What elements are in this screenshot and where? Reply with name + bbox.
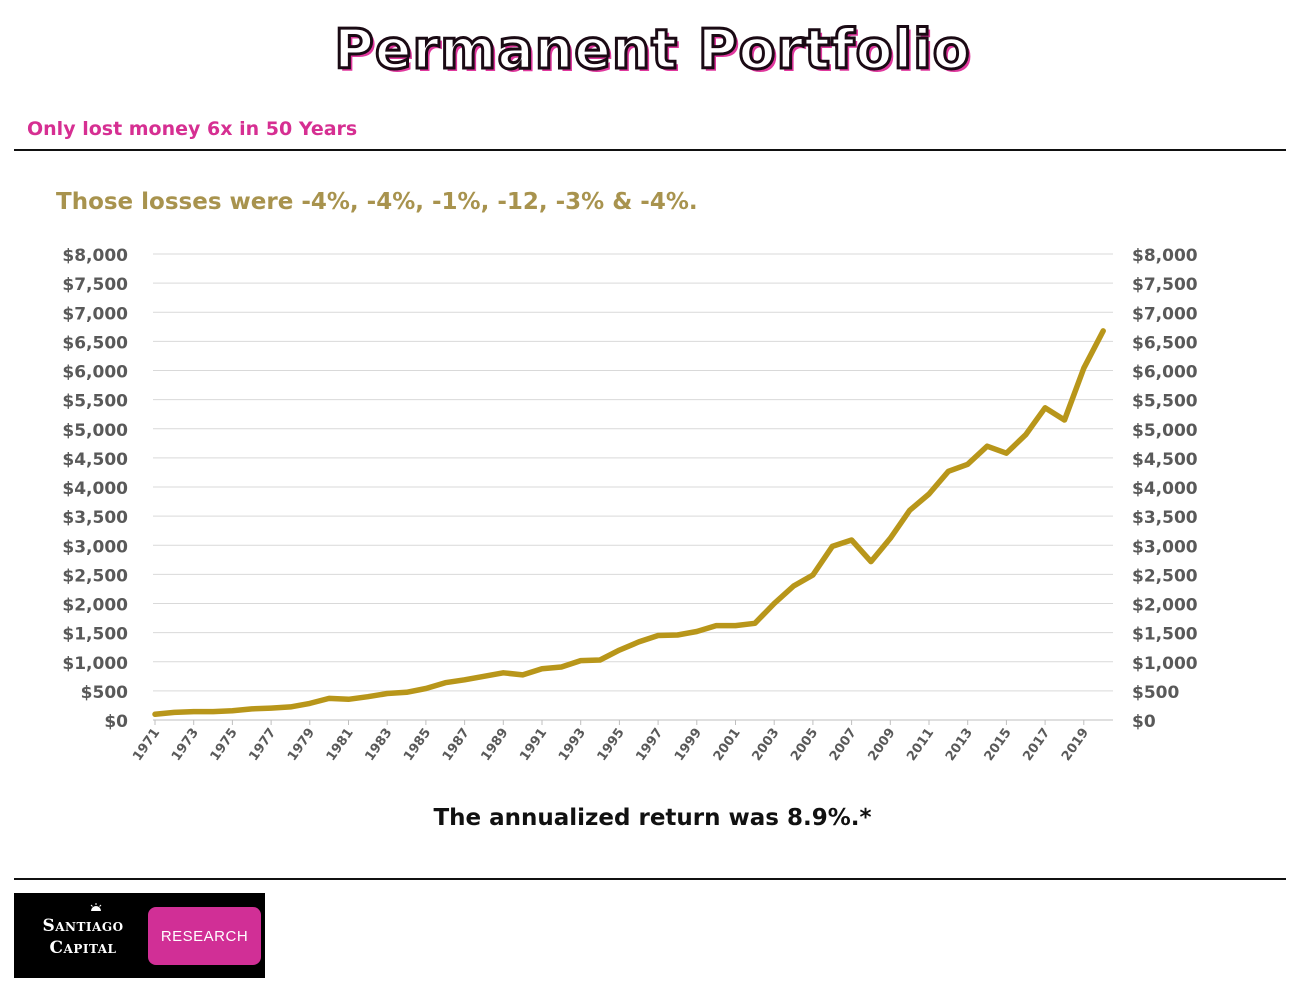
y-tick-label-left: $6,500 — [62, 333, 128, 353]
x-tick-label: 2017 — [1020, 726, 1053, 764]
y-tick-label-left: $7,000 — [62, 304, 128, 324]
x-tick-label: 1997 — [633, 726, 666, 764]
x-tick-label: 1999 — [672, 726, 705, 764]
logo-wordmark: Santiago Capital — [18, 915, 148, 959]
logo-line-2: Capital — [49, 938, 117, 958]
y-tick-label-right: $8,000 — [1132, 246, 1198, 266]
x-tick-label: 2003 — [749, 726, 782, 764]
y-tick-label-right: $1,000 — [1132, 654, 1198, 674]
x-tick-label: 2005 — [788, 726, 821, 764]
y-tick-label-left: $8,000 — [62, 246, 128, 266]
y-tick-label-right: $3,500 — [1132, 508, 1198, 528]
y-tick-label-left: $7,500 — [62, 275, 128, 295]
x-tick-label: 1983 — [362, 726, 395, 764]
page-title: Permanent Portfolio — [333, 17, 972, 83]
logo-line-1: Santiago — [42, 916, 124, 936]
line-chart: $0 $500 $1,000 $1,500 $2,000 $2,500 $3,000 $3,5… — [62, 246, 1198, 764]
y-tick-label-left: $4,000 — [62, 479, 128, 499]
y-tick-label-right: $4,500 — [1132, 450, 1198, 470]
x-tick-label: 1993 — [556, 726, 589, 764]
y-tick-label-right: $2,500 — [1132, 566, 1198, 586]
top-divider — [14, 149, 1286, 151]
x-tick-label: 2013 — [943, 726, 976, 764]
y-tick-label-right: $7,500 — [1132, 275, 1198, 295]
losses-annotation: Those losses were -4%, -4%, -1%, -12, -3… — [56, 189, 698, 215]
y-tick-label-right: $500 — [1132, 683, 1179, 703]
y-tick-label-right: $2,000 — [1132, 596, 1198, 616]
y-tick-label-right: $5,000 — [1132, 421, 1198, 441]
y-tick-label-left: $6,000 — [62, 363, 128, 383]
x-tick-label: 1975 — [208, 726, 241, 764]
annualized-return-note: The annualized return was 8.9%.* — [433, 805, 872, 831]
y-tick-label-right: $4,000 — [1132, 479, 1198, 499]
y-tick-label-left: $1,000 — [62, 654, 128, 674]
x-tick-label: 2001 — [711, 726, 744, 764]
y-tick-label-left: $3,000 — [62, 537, 128, 557]
x-tick-label: 1973 — [169, 726, 202, 764]
y-tick-label-right: $5,500 — [1132, 392, 1198, 412]
y-tick-label-left: $5,000 — [62, 421, 128, 441]
x-tick-label: 1981 — [324, 726, 357, 764]
y-tick-label-left: $2,500 — [62, 566, 128, 586]
y-tick-label-right: $6,000 — [1132, 363, 1198, 383]
x-tick-label: 1991 — [517, 726, 550, 764]
page-subtitle: Only lost money 6x in 50 Years — [27, 118, 358, 140]
y-axis-right: $0 $500 $1,000 $1,500 $2,000 $2,500 $3,000 $3,5… — [1132, 246, 1198, 732]
y-tick-label-left: $2,000 — [62, 596, 128, 616]
sun-icon — [90, 903, 102, 911]
x-tick-label: 2007 — [827, 726, 860, 764]
x-tick-label: 2009 — [866, 726, 899, 764]
x-tick-label: 1977 — [246, 726, 279, 764]
x-tick-label: 1987 — [440, 726, 473, 764]
y-tick-label-left: $5,500 — [62, 392, 128, 412]
x-tick-label: 2019 — [1059, 726, 1092, 764]
y-tick-label-right: $0 — [1132, 712, 1156, 732]
x-tick-label: 1995 — [595, 726, 628, 764]
x-tick-label: 2015 — [982, 726, 1015, 764]
y-tick-label-left: $4,500 — [62, 450, 128, 470]
y-tick-label-right: $6,500 — [1132, 333, 1198, 353]
y-axis-left: $0 $500 $1,000 $1,500 $2,000 $2,500 $3,000 $3,5… — [62, 246, 128, 732]
santiago-capital-logo: Santiago Capital RESEARCH — [14, 893, 265, 978]
y-tick-label-left: $500 — [81, 683, 128, 703]
y-tick-label-right: $7,000 — [1132, 304, 1198, 324]
bottom-divider — [14, 878, 1286, 880]
y-tick-label-left: $3,500 — [62, 508, 128, 528]
y-tick-label-right: $1,500 — [1132, 625, 1198, 645]
y-tick-label-left: $0 — [104, 712, 128, 732]
x-axis: 1971 1973 1975 1977 1979 1981 1983 1985 1987 1989… — [130, 720, 1092, 764]
series-group — [152, 328, 1106, 717]
gridlines — [153, 253, 1113, 721]
x-tick-label: 1971 — [130, 726, 163, 764]
research-badge: RESEARCH — [148, 907, 261, 965]
y-tick-label-right: $3,000 — [1132, 537, 1198, 557]
x-tick-label: 2011 — [904, 726, 937, 764]
y-tick-label-left: $1,500 — [62, 625, 128, 645]
x-tick-label: 1979 — [285, 726, 318, 764]
x-tick-label: 1989 — [479, 726, 512, 764]
x-tick-label: 1985 — [401, 726, 434, 764]
portfolio-value-line — [152, 328, 1106, 717]
